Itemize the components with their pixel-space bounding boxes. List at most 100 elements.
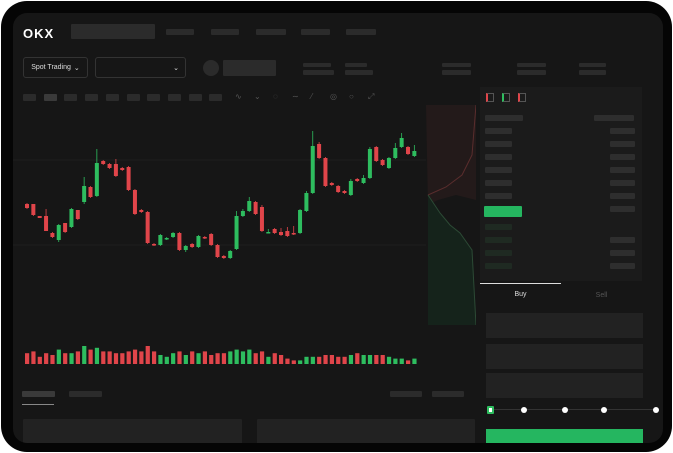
volume-bar bbox=[240, 351, 246, 364]
volume-bar bbox=[380, 355, 385, 364]
volume-bar bbox=[120, 353, 125, 364]
volume-bar bbox=[50, 355, 55, 364]
search-placeholder[interactable] bbox=[71, 24, 155, 39]
candle-body bbox=[44, 216, 49, 231]
settings-icon[interactable]: ◌ bbox=[273, 92, 278, 101]
timeframe-button[interactable] bbox=[23, 94, 36, 101]
volume-bar bbox=[25, 353, 30, 364]
measure-icon[interactable]: ◎ bbox=[330, 92, 337, 101]
candle-body bbox=[37, 216, 42, 218]
spot-trading-dropdown[interactable]: Spot Trading ⌄ bbox=[23, 57, 88, 78]
bid-price bbox=[485, 237, 512, 243]
candle-body bbox=[259, 207, 264, 231]
candle-body bbox=[88, 187, 93, 197]
chart-type-icon[interactable]: ⌄ bbox=[254, 92, 261, 101]
candle-body bbox=[63, 223, 68, 232]
ask-amount bbox=[610, 193, 635, 199]
candle-body bbox=[355, 179, 360, 181]
tab-sell[interactable]: Sell bbox=[595, 292, 608, 299]
screenshot-icon[interactable]: ○ bbox=[349, 92, 354, 101]
orderbook-both-icon[interactable] bbox=[486, 93, 494, 102]
candle-body bbox=[380, 160, 385, 165]
volume-bar bbox=[82, 346, 87, 364]
candle-body bbox=[298, 210, 303, 233]
nav-item[interactable] bbox=[346, 29, 376, 35]
chevron-down-icon: ⌄ bbox=[73, 64, 80, 72]
orderbook-header-amount bbox=[594, 115, 634, 121]
orders-panel-left bbox=[23, 419, 242, 443]
timeframe-button[interactable] bbox=[85, 94, 99, 101]
timeframe-button[interactable] bbox=[209, 94, 223, 101]
last-price bbox=[484, 206, 522, 217]
orderbook-header-price bbox=[485, 115, 523, 121]
nav-item[interactable] bbox=[256, 29, 286, 35]
volume-bar bbox=[94, 347, 100, 364]
bid-amount bbox=[610, 263, 635, 269]
orders-panel-right bbox=[257, 419, 475, 443]
candle-body bbox=[329, 183, 334, 185]
fullscreen-icon[interactable]: ⤢ bbox=[368, 92, 375, 101]
total-input[interactable] bbox=[486, 373, 643, 398]
stat-label bbox=[579, 63, 606, 67]
filter-button[interactable] bbox=[432, 391, 464, 397]
candle-body bbox=[361, 178, 366, 183]
slider-mark-100[interactable] bbox=[653, 407, 659, 413]
volume-bar bbox=[177, 351, 182, 364]
nav-item[interactable] bbox=[166, 29, 194, 35]
indicator-icon[interactable]: ∿ bbox=[235, 92, 242, 101]
orderbook-asks-icon[interactable] bbox=[518, 93, 526, 102]
buy-submit-button[interactable] bbox=[486, 429, 643, 443]
volume-bar bbox=[209, 355, 214, 364]
timeframe-button[interactable] bbox=[188, 94, 202, 101]
volume-bar bbox=[291, 360, 296, 364]
slider-mark-75[interactable] bbox=[601, 407, 607, 413]
filter-button[interactable] bbox=[390, 391, 422, 397]
ask-price bbox=[485, 128, 512, 134]
timeframe-button[interactable] bbox=[167, 94, 181, 101]
amount-slider-track[interactable] bbox=[490, 409, 658, 410]
volume-bar bbox=[152, 351, 157, 364]
price-input[interactable] bbox=[486, 313, 643, 338]
order-book bbox=[480, 87, 642, 281]
tab-order-history[interactable] bbox=[69, 391, 102, 397]
timeframe-button[interactable] bbox=[126, 94, 140, 101]
timeframe-button[interactable] bbox=[147, 94, 161, 101]
stat-label bbox=[303, 63, 331, 67]
amount-input[interactable] bbox=[486, 344, 643, 369]
candle-body bbox=[132, 190, 137, 214]
volume-bar bbox=[234, 349, 239, 364]
slider-mark-25[interactable] bbox=[521, 407, 527, 413]
ask-depth-area bbox=[426, 105, 476, 205]
orderbook-bids-icon[interactable] bbox=[502, 93, 510, 102]
timeframe-button[interactable] bbox=[64, 94, 78, 101]
volume-bar bbox=[37, 356, 42, 364]
volume-bar bbox=[279, 355, 284, 364]
stat-label bbox=[345, 63, 367, 67]
candle-body bbox=[101, 161, 106, 164]
volume-bar bbox=[298, 360, 303, 364]
candle-body bbox=[215, 245, 220, 257]
slider-handle[interactable] bbox=[487, 406, 494, 414]
volume-bar bbox=[285, 358, 290, 364]
candle-body bbox=[285, 231, 290, 236]
nav-item[interactable] bbox=[211, 29, 239, 35]
candle-body bbox=[348, 181, 353, 195]
slider-mark-50[interactable] bbox=[562, 407, 568, 413]
candle-body bbox=[412, 151, 417, 156]
candle-body bbox=[190, 244, 195, 247]
timeframe-button[interactable] bbox=[43, 94, 57, 101]
candle-body bbox=[279, 232, 283, 235]
candle-body bbox=[336, 186, 341, 192]
candle-body bbox=[374, 147, 379, 161]
ask-amount bbox=[610, 206, 635, 212]
volume-bar bbox=[361, 355, 366, 364]
volume-bar bbox=[412, 358, 417, 364]
tab-buy[interactable]: Buy bbox=[514, 291, 527, 298]
pair-name-placeholder bbox=[223, 60, 276, 76]
timeframe-button[interactable] bbox=[105, 94, 119, 101]
nav-item[interactable] bbox=[301, 29, 330, 35]
draw-icon[interactable]: ⁄ bbox=[311, 92, 313, 101]
line-tool-icon[interactable]: ∼ bbox=[292, 92, 299, 101]
pair-dropdown[interactable]: ⌄ bbox=[95, 57, 186, 78]
tab-open-orders[interactable] bbox=[22, 391, 55, 397]
